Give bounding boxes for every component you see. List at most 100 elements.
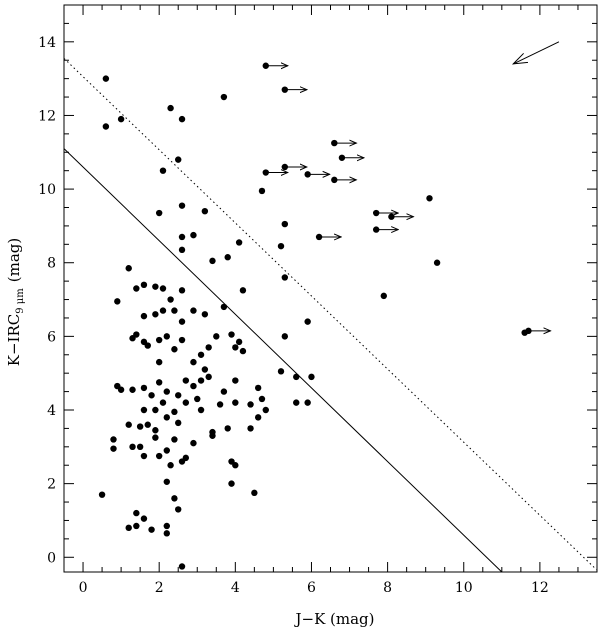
data-point xyxy=(239,347,247,355)
data-point xyxy=(129,386,136,393)
data-point xyxy=(235,239,243,246)
data-point xyxy=(190,382,197,390)
data-point xyxy=(140,384,148,392)
data-point xyxy=(201,207,209,215)
data-point xyxy=(171,495,178,502)
data-point xyxy=(220,93,228,101)
data-point xyxy=(136,443,144,451)
data-point xyxy=(304,318,311,325)
data-point xyxy=(178,563,186,570)
data-point xyxy=(155,452,163,460)
limit-point xyxy=(262,62,269,69)
data-point xyxy=(163,333,170,340)
data-point xyxy=(155,209,163,217)
data-point xyxy=(148,392,155,399)
data-point xyxy=(114,298,121,305)
data-point xyxy=(228,331,235,338)
data-point xyxy=(213,333,220,340)
data-point xyxy=(144,421,151,428)
data-point xyxy=(152,427,159,434)
data-point xyxy=(224,425,231,432)
plot-frame xyxy=(63,4,598,573)
y-tick-label: 2 xyxy=(47,477,56,493)
limit-point xyxy=(281,163,289,171)
data-point xyxy=(152,406,159,414)
data-point xyxy=(251,489,258,497)
data-point xyxy=(167,462,174,469)
limit-point xyxy=(315,233,323,241)
limit-point xyxy=(372,209,380,217)
y-tick-label: 6 xyxy=(47,329,56,345)
data-point xyxy=(178,336,186,344)
x-axis-label: J−K (mag) xyxy=(293,610,374,628)
data-point xyxy=(247,401,254,408)
x-tick-label: 8 xyxy=(383,580,392,596)
data-point xyxy=(114,382,121,390)
data-point xyxy=(281,333,289,340)
data-point xyxy=(175,156,182,163)
data-point xyxy=(277,242,285,250)
data-point xyxy=(125,524,132,532)
data-point xyxy=(281,274,289,281)
data-point xyxy=(254,384,262,392)
data-point xyxy=(178,115,186,123)
limit-point xyxy=(281,86,289,93)
data-point xyxy=(209,432,216,439)
data-point xyxy=(304,399,311,406)
data-point xyxy=(220,303,228,311)
y-tick-label: 8 xyxy=(47,256,56,272)
data-point xyxy=(182,454,190,462)
data-point xyxy=(209,257,216,265)
data-point xyxy=(140,406,148,414)
data-point xyxy=(171,436,178,443)
data-point xyxy=(224,254,231,261)
data-point xyxy=(190,231,197,239)
data-point xyxy=(308,373,315,381)
data-point xyxy=(140,452,148,460)
data-point xyxy=(232,344,239,351)
data-point xyxy=(205,373,212,381)
data-point xyxy=(521,329,528,336)
data-point xyxy=(194,395,201,403)
data-point xyxy=(98,491,106,498)
data-point xyxy=(235,338,243,346)
data-point xyxy=(163,414,170,421)
data-point xyxy=(433,259,441,266)
data-point xyxy=(239,287,247,294)
data-point xyxy=(232,377,239,384)
y-tick-label: 12 xyxy=(38,108,56,124)
data-point xyxy=(232,399,239,406)
data-point xyxy=(175,419,182,427)
data-point xyxy=(167,296,174,303)
lower-limit-arrows xyxy=(267,41,560,331)
data-point xyxy=(190,307,197,314)
data-point xyxy=(281,220,289,228)
line-dotted xyxy=(63,58,598,571)
data-point xyxy=(182,399,190,406)
data-point xyxy=(102,123,110,130)
data-point xyxy=(163,478,170,485)
data-point xyxy=(178,202,186,209)
data-point xyxy=(216,401,224,408)
data-point xyxy=(110,445,117,452)
data-point xyxy=(136,423,144,430)
data-point xyxy=(182,377,190,384)
data-point xyxy=(140,312,148,320)
data-point xyxy=(152,283,159,290)
data-point xyxy=(117,115,125,123)
data-point xyxy=(125,265,132,272)
data-point xyxy=(159,167,167,174)
y-axis-label: K−IRC9 μm (mag) xyxy=(5,238,26,367)
x-tick-label: 2 xyxy=(155,580,164,596)
y-tick-label: 4 xyxy=(47,403,56,419)
y-axis-label-main: K−IRC xyxy=(5,314,23,366)
data-point xyxy=(293,399,300,406)
data-point xyxy=(247,425,254,432)
data-point xyxy=(201,366,209,373)
y-tick-label: 10 xyxy=(38,182,56,198)
y-tick-label: 0 xyxy=(47,550,56,566)
data-point xyxy=(171,346,178,353)
data-point xyxy=(197,377,205,384)
data-point xyxy=(167,104,174,112)
